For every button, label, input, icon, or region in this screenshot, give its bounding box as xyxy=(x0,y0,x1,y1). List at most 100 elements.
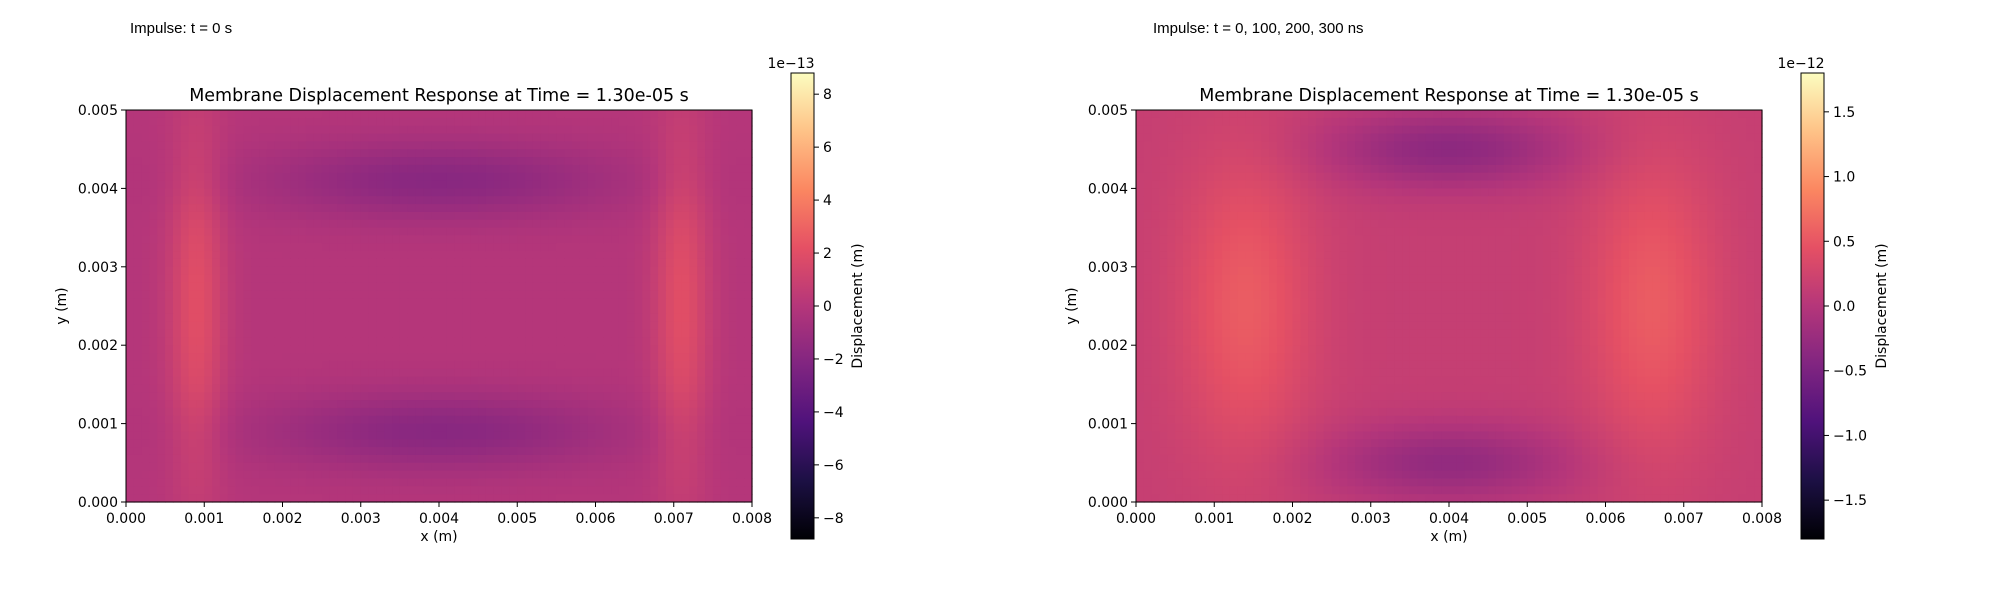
heatmap-cell xyxy=(266,454,276,464)
heatmap-cell xyxy=(1198,157,1208,166)
heatmap-cell xyxy=(1628,164,1638,174)
heatmap-cell xyxy=(180,431,190,440)
heatmap-cell xyxy=(446,180,456,189)
heatmap-cell xyxy=(572,376,581,385)
heatmap-cell xyxy=(399,400,409,409)
heatmap-cell xyxy=(407,157,417,166)
heatmap-cell xyxy=(368,180,378,189)
heatmap-cell xyxy=(165,290,174,299)
heatmap-cell xyxy=(212,204,221,213)
heatmap-cell xyxy=(665,462,675,472)
heatmap-cell xyxy=(1449,164,1458,174)
heatmap-cell xyxy=(665,298,675,307)
heatmap-cell xyxy=(313,360,323,370)
heatmap-cell xyxy=(259,196,268,205)
heatmap-cell xyxy=(165,141,174,150)
heatmap-cell xyxy=(478,290,487,299)
heatmap-cell xyxy=(282,243,291,252)
heatmap-cell xyxy=(133,462,143,472)
heatmap-cell xyxy=(415,196,424,205)
heatmap-cell xyxy=(219,415,229,425)
heatmap-cell xyxy=(345,196,354,205)
heatmap-cell xyxy=(697,219,706,229)
heatmap-cell xyxy=(290,329,299,338)
heatmap-cell xyxy=(478,211,487,221)
heatmap-cell xyxy=(1707,172,1716,182)
heatmap-cell xyxy=(470,306,479,315)
heatmap-cell xyxy=(1652,117,1661,127)
heatmap-cell xyxy=(1503,133,1513,142)
heatmap-cell xyxy=(1699,149,1708,158)
heatmap-cell xyxy=(219,204,229,213)
heatmap-cell xyxy=(532,384,542,393)
heatmap-cell xyxy=(485,415,495,425)
heatmap-cell xyxy=(126,400,135,409)
heatmap-cell xyxy=(470,157,479,166)
heatmap-cell xyxy=(368,337,378,346)
heatmap-cell xyxy=(705,368,714,378)
heatmap-cell xyxy=(540,188,550,197)
heatmap-cell xyxy=(1222,141,1231,150)
heatmap-cell xyxy=(681,298,691,307)
heatmap-cell xyxy=(689,141,698,150)
heatmap-cell xyxy=(219,494,229,503)
heatmap-cell xyxy=(399,196,409,205)
heatmap-cell xyxy=(1433,164,1442,174)
heatmap-cell xyxy=(1190,188,1200,197)
heatmap-cell xyxy=(540,439,550,448)
heatmap-cell xyxy=(1276,172,1286,182)
heatmap-cell xyxy=(133,164,143,174)
heatmap-cell xyxy=(525,353,534,362)
heatmap-cell xyxy=(259,447,268,456)
heatmap-cell xyxy=(439,227,448,237)
heatmap-cell xyxy=(532,321,542,331)
heatmap-cell xyxy=(634,431,644,440)
heatmap-cell xyxy=(337,282,346,291)
heatmap-cell xyxy=(399,298,409,307)
heatmap-cell xyxy=(376,211,385,221)
heatmap-cell xyxy=(188,478,198,487)
heatmap-cell xyxy=(532,227,542,237)
heatmap-cell xyxy=(1433,110,1442,119)
heatmap-cell xyxy=(227,258,237,268)
heatmap-cell xyxy=(1151,188,1161,197)
heatmap-cell xyxy=(165,337,174,346)
heatmap-cell xyxy=(634,400,644,409)
heatmap-cell xyxy=(501,251,511,260)
heatmap-cell xyxy=(1323,188,1333,197)
heatmap-cell xyxy=(1276,180,1286,189)
heatmap-cell xyxy=(251,235,260,244)
heatmap-cell xyxy=(188,251,198,260)
heatmap-cell xyxy=(415,345,424,354)
heatmap-cell xyxy=(572,439,581,448)
heatmap-cell xyxy=(251,306,260,315)
heatmap-cell xyxy=(618,345,628,354)
heatmap-cell xyxy=(446,235,456,244)
heatmap-cell xyxy=(352,196,362,205)
heatmap-cell xyxy=(611,274,620,284)
heatmap-cell xyxy=(485,470,495,480)
heatmap-cell xyxy=(618,415,628,425)
heatmap-cell xyxy=(579,329,589,338)
heatmap-cell xyxy=(1159,149,1168,158)
heatmap-cell xyxy=(587,313,597,323)
heatmap-cell xyxy=(439,188,448,197)
heatmap-cell xyxy=(532,133,542,142)
heatmap-cell xyxy=(165,423,174,433)
heatmap-cell xyxy=(251,251,260,260)
heatmap-cell xyxy=(517,172,526,182)
heatmap-cell xyxy=(1425,157,1434,166)
heatmap-cell xyxy=(493,211,503,221)
heatmap-cell xyxy=(157,313,166,323)
heatmap-cell xyxy=(1519,172,1528,182)
heatmap-cell xyxy=(642,180,651,189)
heatmap-cell xyxy=(149,157,158,166)
heatmap-cell xyxy=(1315,196,1325,205)
heatmap-cell xyxy=(321,329,331,338)
heatmap-cell xyxy=(626,462,636,472)
heatmap-cell xyxy=(517,415,526,425)
heatmap-cell xyxy=(431,470,440,480)
heatmap-cell xyxy=(681,172,691,182)
heatmap-cell xyxy=(204,470,213,480)
heatmap-cell xyxy=(360,282,370,291)
